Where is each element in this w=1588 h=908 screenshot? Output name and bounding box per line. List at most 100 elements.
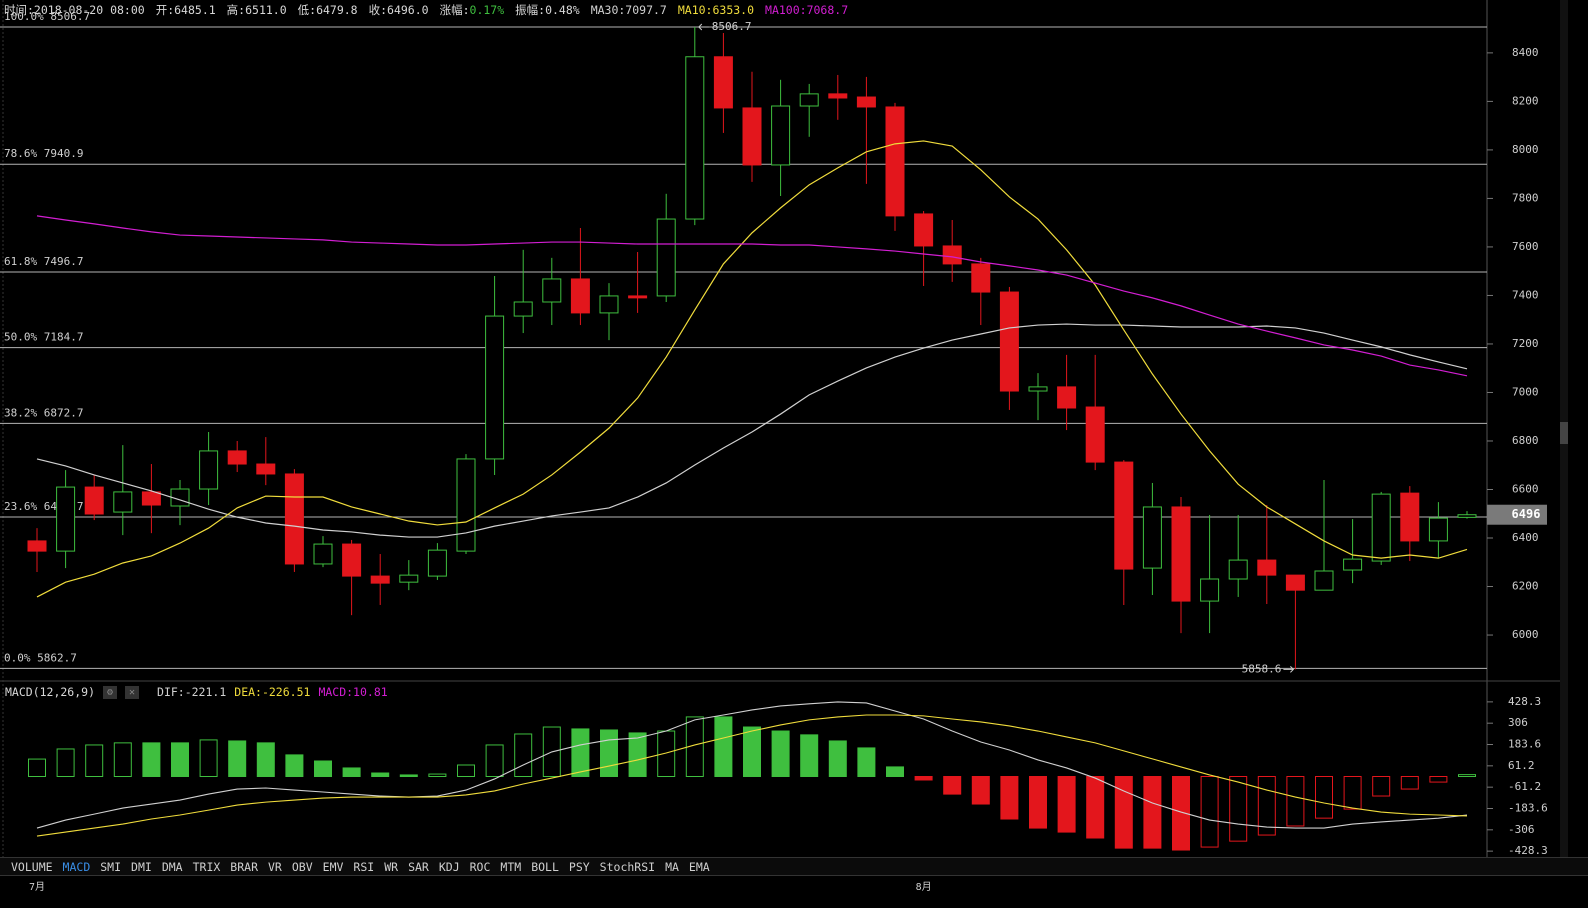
macd-bar [1172,776,1190,851]
candle-body [1314,570,1334,591]
macd-bar [1057,776,1076,833]
y-tick-label: 7600 [1512,240,1539,253]
y-tick-label: 6400 [1512,531,1539,544]
macd-bar [800,734,819,778]
indicator-tab[interactable]: DMA [161,859,183,874]
macd-bar [714,716,733,778]
candle-body [942,245,962,265]
indicator-tab[interactable]: EMV [322,859,344,874]
candle-body [999,291,1019,392]
candle-body [84,486,104,515]
candle-body [227,450,247,465]
candle-body [914,213,934,247]
level-label: 78.6% 7940.9 [4,147,83,160]
macd-line [36,714,1468,837]
indicator-tab[interactable]: SMI [100,859,122,874]
macd-bar [1372,776,1391,797]
indicator-tab[interactable]: PSY [568,859,590,874]
indicator-tab[interactable]: BRAR [230,859,258,874]
close-icon[interactable]: ✕ [125,685,140,699]
ma-legend: MA10:6353.0 [677,3,755,17]
candle-body [1400,492,1420,542]
macd-bar [914,776,933,781]
indicator-tab[interactable]: KDJ [438,859,460,874]
candle-body [427,549,447,577]
y-tick-label: 6000 [1512,628,1539,641]
candle-body [370,575,390,584]
macd-bar [1429,776,1448,783]
header-item: 时间:2018-08-20 08:00 [4,3,145,17]
indicator-tab[interactable]: MTM [500,859,522,874]
macd-bar [1000,776,1019,820]
macd-bar [571,728,590,778]
macd-bar [600,729,618,778]
candle-body [971,263,991,293]
y-tick-label: -61.2 [1508,780,1541,793]
candle-body [1285,574,1305,591]
macd-bar [342,767,361,777]
settings-icon[interactable]: ⚙ [103,685,118,699]
last-price: 6496 [1512,507,1541,521]
macd-bar [371,772,390,777]
indicator-tab[interactable]: MA [665,859,679,874]
macd-title: MACD(12,26,9) [5,685,96,699]
macd-bar [28,758,46,777]
candle-body [856,96,876,108]
candle-body [1085,406,1105,463]
level-label: 50.0% 7184.7 [4,331,83,344]
indicator-tab[interactable]: VOLUME [11,859,53,874]
indicator-tab[interactable]: VR [268,859,282,874]
ma-line [36,323,1468,538]
candle-body [1028,386,1048,392]
candle-body [599,295,619,314]
candle-body [1343,558,1363,571]
candle-body [1257,559,1277,576]
macd-bar [399,774,418,778]
macd-bar [857,747,876,778]
candle-body [742,107,762,166]
indicator-tab[interactable]: ROC [469,859,491,874]
scroll-handle[interactable] [1560,422,1568,444]
indicator-tab[interactable]: WR [384,859,399,874]
y-tick-label: -183.6 [1508,801,1548,814]
y-tick-label: 61.2 [1508,759,1535,772]
macd-bar [171,742,189,778]
macd-bar [743,726,761,777]
macd-bar [199,739,218,778]
candle-body [713,56,733,109]
indicator-tab[interactable]: EMA [688,859,710,874]
macd-bar [886,766,904,778]
indicator-tab[interactable]: RSI [353,859,375,874]
candle-body [1057,386,1077,409]
macd-bar [256,742,275,778]
candle-body [628,295,648,299]
macd-bar [1458,774,1476,778]
macd-bar [628,732,647,777]
indicator-tab[interactable]: MACD [62,859,91,874]
indicator-tab[interactable]: TRIX [192,859,221,874]
level-label: 0.0% 5862.7 [4,651,77,664]
macd-bar [142,742,161,778]
y-tick-label: -428.3 [1508,844,1548,857]
indicator-tab[interactable]: OBV [291,859,313,874]
y-tick-label: 8000 [1512,143,1539,156]
candle-body [399,574,419,583]
macd-bar [943,776,962,795]
indicator-tab[interactable]: BOLL [531,859,559,874]
candle-body [141,491,161,506]
candle-body [1428,517,1448,542]
macd-legend: DIF:-221.1 [157,685,227,699]
candle-body [456,458,476,552]
indicator-tab[interactable]: DMI [131,859,152,874]
indicator-tab[interactable]: StochRSI [599,859,656,874]
y-tick-label: 7400 [1512,288,1539,301]
header-item: 高:6511.0 [226,3,287,17]
candle-body [1200,578,1220,602]
y-tick-label: -306 [1508,823,1535,836]
candle-body [1114,461,1134,570]
candle-body [56,486,76,552]
indicator-tab[interactable]: SAR [408,859,429,874]
header-item: 收:6496.0 [368,3,429,17]
macd-legend: DEA:-226.51 [234,685,311,699]
header-item: 开:6485.1 [155,3,216,17]
